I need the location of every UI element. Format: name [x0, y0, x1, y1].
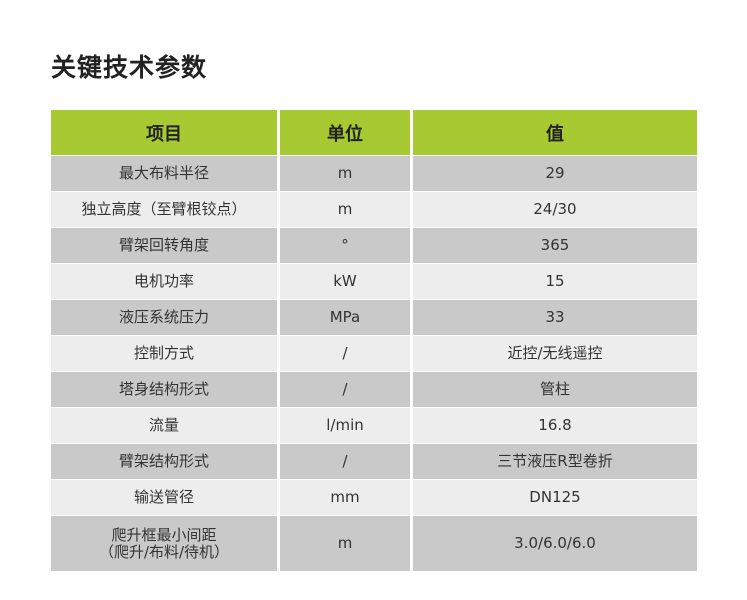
table-row: 臂架结构形式 / 三节液压R型卷折	[51, 443, 697, 479]
table-row: 臂架回转角度 ° 365	[51, 227, 697, 263]
cell-item: 流量	[51, 407, 277, 443]
table-header: 项目 单位 值	[51, 110, 697, 155]
spec-table: 项目 单位 值 最大布料半径 m 29 独立高度（至臂根铰点） m 24/30 臂架回转角度…	[48, 110, 700, 571]
table-row: 控制方式 / 近控/无线遥控	[51, 335, 697, 371]
table-row: 流量 l/min 16.8	[51, 407, 697, 443]
cell-value: 3.0/6.0/6.0	[413, 515, 697, 571]
table-row: 塔身结构形式 / 管柱	[51, 371, 697, 407]
cell-item: 液压系统压力	[51, 299, 277, 335]
cell-item: 独立高度（至臂根铰点）	[51, 191, 277, 227]
cell-item: 臂架结构形式	[51, 443, 277, 479]
cell-unit: l/min	[280, 407, 410, 443]
cell-value: 三节液压R型卷折	[413, 443, 697, 479]
table-row: 电机功率 kW 15	[51, 263, 697, 299]
table-row: 独立高度（至臂根铰点） m 24/30	[51, 191, 697, 227]
cell-unit: /	[280, 371, 410, 407]
table-row: 输送管径 mm DN125	[51, 479, 697, 515]
cell-unit: /	[280, 443, 410, 479]
cell-unit: m	[280, 155, 410, 191]
cell-item: 爬升框最小间距 （爬升/布料/待机）	[51, 515, 277, 571]
cell-item: 输送管径	[51, 479, 277, 515]
cell-unit: MPa	[280, 299, 410, 335]
header-item: 项目	[51, 110, 277, 155]
header-value: 值	[413, 110, 697, 155]
cell-item: 塔身结构形式	[51, 371, 277, 407]
cell-value: 29	[413, 155, 697, 191]
cell-unit: /	[280, 335, 410, 371]
table-row: 液压系统压力 MPa 33	[51, 299, 697, 335]
cell-value: 33	[413, 299, 697, 335]
cell-unit: m	[280, 191, 410, 227]
cell-value: 24/30	[413, 191, 697, 227]
cell-item: 控制方式	[51, 335, 277, 371]
cell-unit: m	[280, 515, 410, 571]
header-unit: 单位	[280, 110, 410, 155]
cell-item: 臂架回转角度	[51, 227, 277, 263]
cell-unit: mm	[280, 479, 410, 515]
cell-value: 16.8	[413, 407, 697, 443]
cell-unit: °	[280, 227, 410, 263]
table-row: 最大布料半径 m 29	[51, 155, 697, 191]
cell-value: 15	[413, 263, 697, 299]
table-row: 爬升框最小间距 （爬升/布料/待机） m 3.0/6.0/6.0	[51, 515, 697, 571]
cell-value: 365	[413, 227, 697, 263]
cell-item: 最大布料半径	[51, 155, 277, 191]
cell-value: 近控/无线遥控	[413, 335, 697, 371]
cell-value: 管柱	[413, 371, 697, 407]
cell-value: DN125	[413, 479, 697, 515]
page-title: 关键技术参数	[51, 53, 208, 82]
cell-item: 电机功率	[51, 263, 277, 299]
cell-unit: kW	[280, 263, 410, 299]
